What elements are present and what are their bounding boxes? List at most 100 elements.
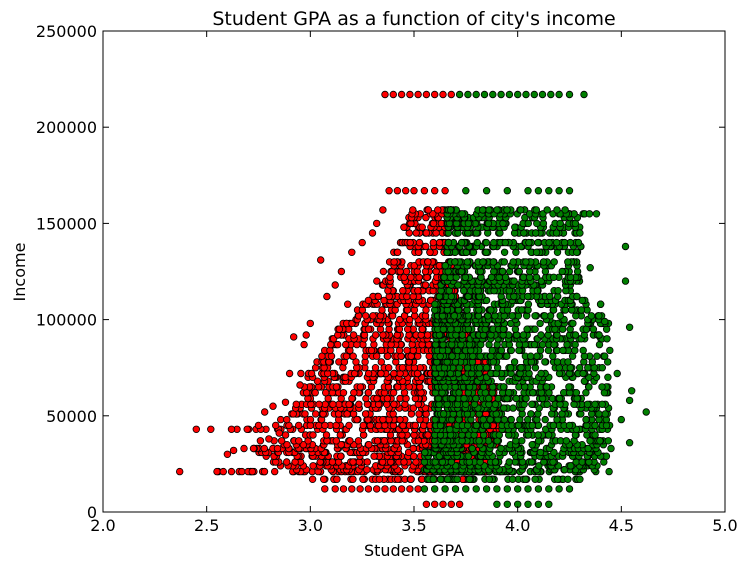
scatter-point [479, 415, 487, 424]
scatter-point [593, 352, 601, 360]
scatter-point [403, 346, 411, 355]
scatter-point [223, 450, 232, 458]
scatter-point [389, 90, 397, 99]
scatter-point [421, 281, 430, 289]
scatter-point [414, 485, 422, 493]
scatter-point [514, 90, 522, 99]
scatter-point [256, 437, 265, 445]
scatter-point [528, 441, 536, 449]
scatter-point [534, 500, 543, 508]
scatter-point [607, 444, 615, 453]
scatter-point [422, 229, 431, 237]
scatter-point [435, 238, 444, 247]
x-tick-label: 3.5 [401, 516, 426, 535]
scatter-point [489, 258, 498, 266]
x-tick-label: 2.5 [194, 516, 219, 535]
scatter-point [549, 421, 558, 430]
y-tick-label: 200000 [36, 118, 97, 137]
scatter-point [361, 410, 370, 418]
scatter-point [625, 396, 634, 405]
scatter-point [534, 238, 542, 247]
scatter-point [621, 277, 630, 285]
scatter-point [275, 429, 283, 437]
scatter-point [312, 410, 320, 418]
scatter-point [364, 325, 373, 333]
scatter-point [586, 264, 594, 272]
scatter-point [482, 186, 491, 195]
scatter-point [537, 331, 545, 339]
scatter-point [545, 500, 553, 508]
scatter-point [407, 475, 415, 483]
scatter-point [555, 394, 564, 403]
scatter-point [536, 319, 544, 328]
scatter-point [373, 219, 381, 228]
scatter-point [584, 364, 592, 372]
scatter-point [539, 258, 548, 266]
scatter-point [482, 248, 490, 256]
scatter-point [320, 475, 328, 483]
scatter-point [493, 485, 501, 493]
scatter-point [309, 462, 317, 470]
scatter-point [192, 425, 200, 433]
scatter-point [321, 421, 329, 430]
x-tick-label: 3.0 [298, 516, 323, 535]
scatter-point [460, 394, 468, 403]
x-tick-label: 4.0 [505, 516, 530, 535]
scatter-point [500, 404, 508, 412]
scatter-point [534, 186, 543, 195]
scatter-point [545, 186, 553, 195]
scatter-point [565, 485, 574, 493]
scatter-point [431, 90, 439, 99]
scatter-point [592, 210, 601, 218]
scatter-point [243, 425, 251, 433]
scatter-point [213, 467, 221, 476]
scatter-point [299, 441, 308, 449]
scatter-point [380, 437, 389, 445]
scatter-point [295, 437, 303, 445]
scatter-point [527, 410, 535, 418]
scatter-point [439, 90, 447, 99]
scatter-point [292, 400, 300, 408]
y-tick-label: 250000 [36, 22, 97, 41]
scatter-point [444, 238, 453, 247]
scatter-point [321, 485, 329, 493]
scatter-point [555, 90, 563, 99]
scatter-point [269, 402, 277, 410]
scatter-point [596, 300, 605, 308]
scatter-point [322, 431, 331, 439]
scatter-point [606, 346, 614, 355]
scatter-point [479, 206, 487, 214]
scatter-point [447, 90, 455, 99]
scatter-point [565, 90, 574, 99]
scatter-point [490, 238, 498, 247]
scatter-point [311, 389, 319, 397]
scatter-point [302, 331, 310, 339]
scatter-point [356, 383, 365, 391]
scatter-point [339, 389, 348, 397]
scatter-point [375, 475, 384, 483]
scatter-point [556, 312, 564, 320]
scatter-point [260, 444, 268, 453]
scatter-point [422, 500, 431, 508]
scatter-point [431, 186, 439, 195]
scatter-point [505, 458, 513, 466]
scatter-point [372, 331, 380, 339]
scatter-point [564, 258, 572, 266]
scatter-point [353, 415, 361, 424]
scatter-point [313, 377, 322, 385]
scatter-point [254, 421, 263, 430]
scatter-point [489, 90, 497, 99]
scatter-point [219, 467, 227, 476]
scatter-point [261, 408, 269, 416]
scatter-point [569, 319, 577, 328]
scatter-point [295, 421, 303, 430]
scatter-point [297, 369, 305, 378]
scatter-point [553, 358, 562, 366]
scatter-point [422, 90, 431, 99]
scatter-point [390, 400, 398, 408]
scatter-point [472, 90, 480, 99]
scatter-point [523, 325, 531, 333]
scatter-point [431, 485, 439, 493]
scatter-point [356, 485, 364, 493]
